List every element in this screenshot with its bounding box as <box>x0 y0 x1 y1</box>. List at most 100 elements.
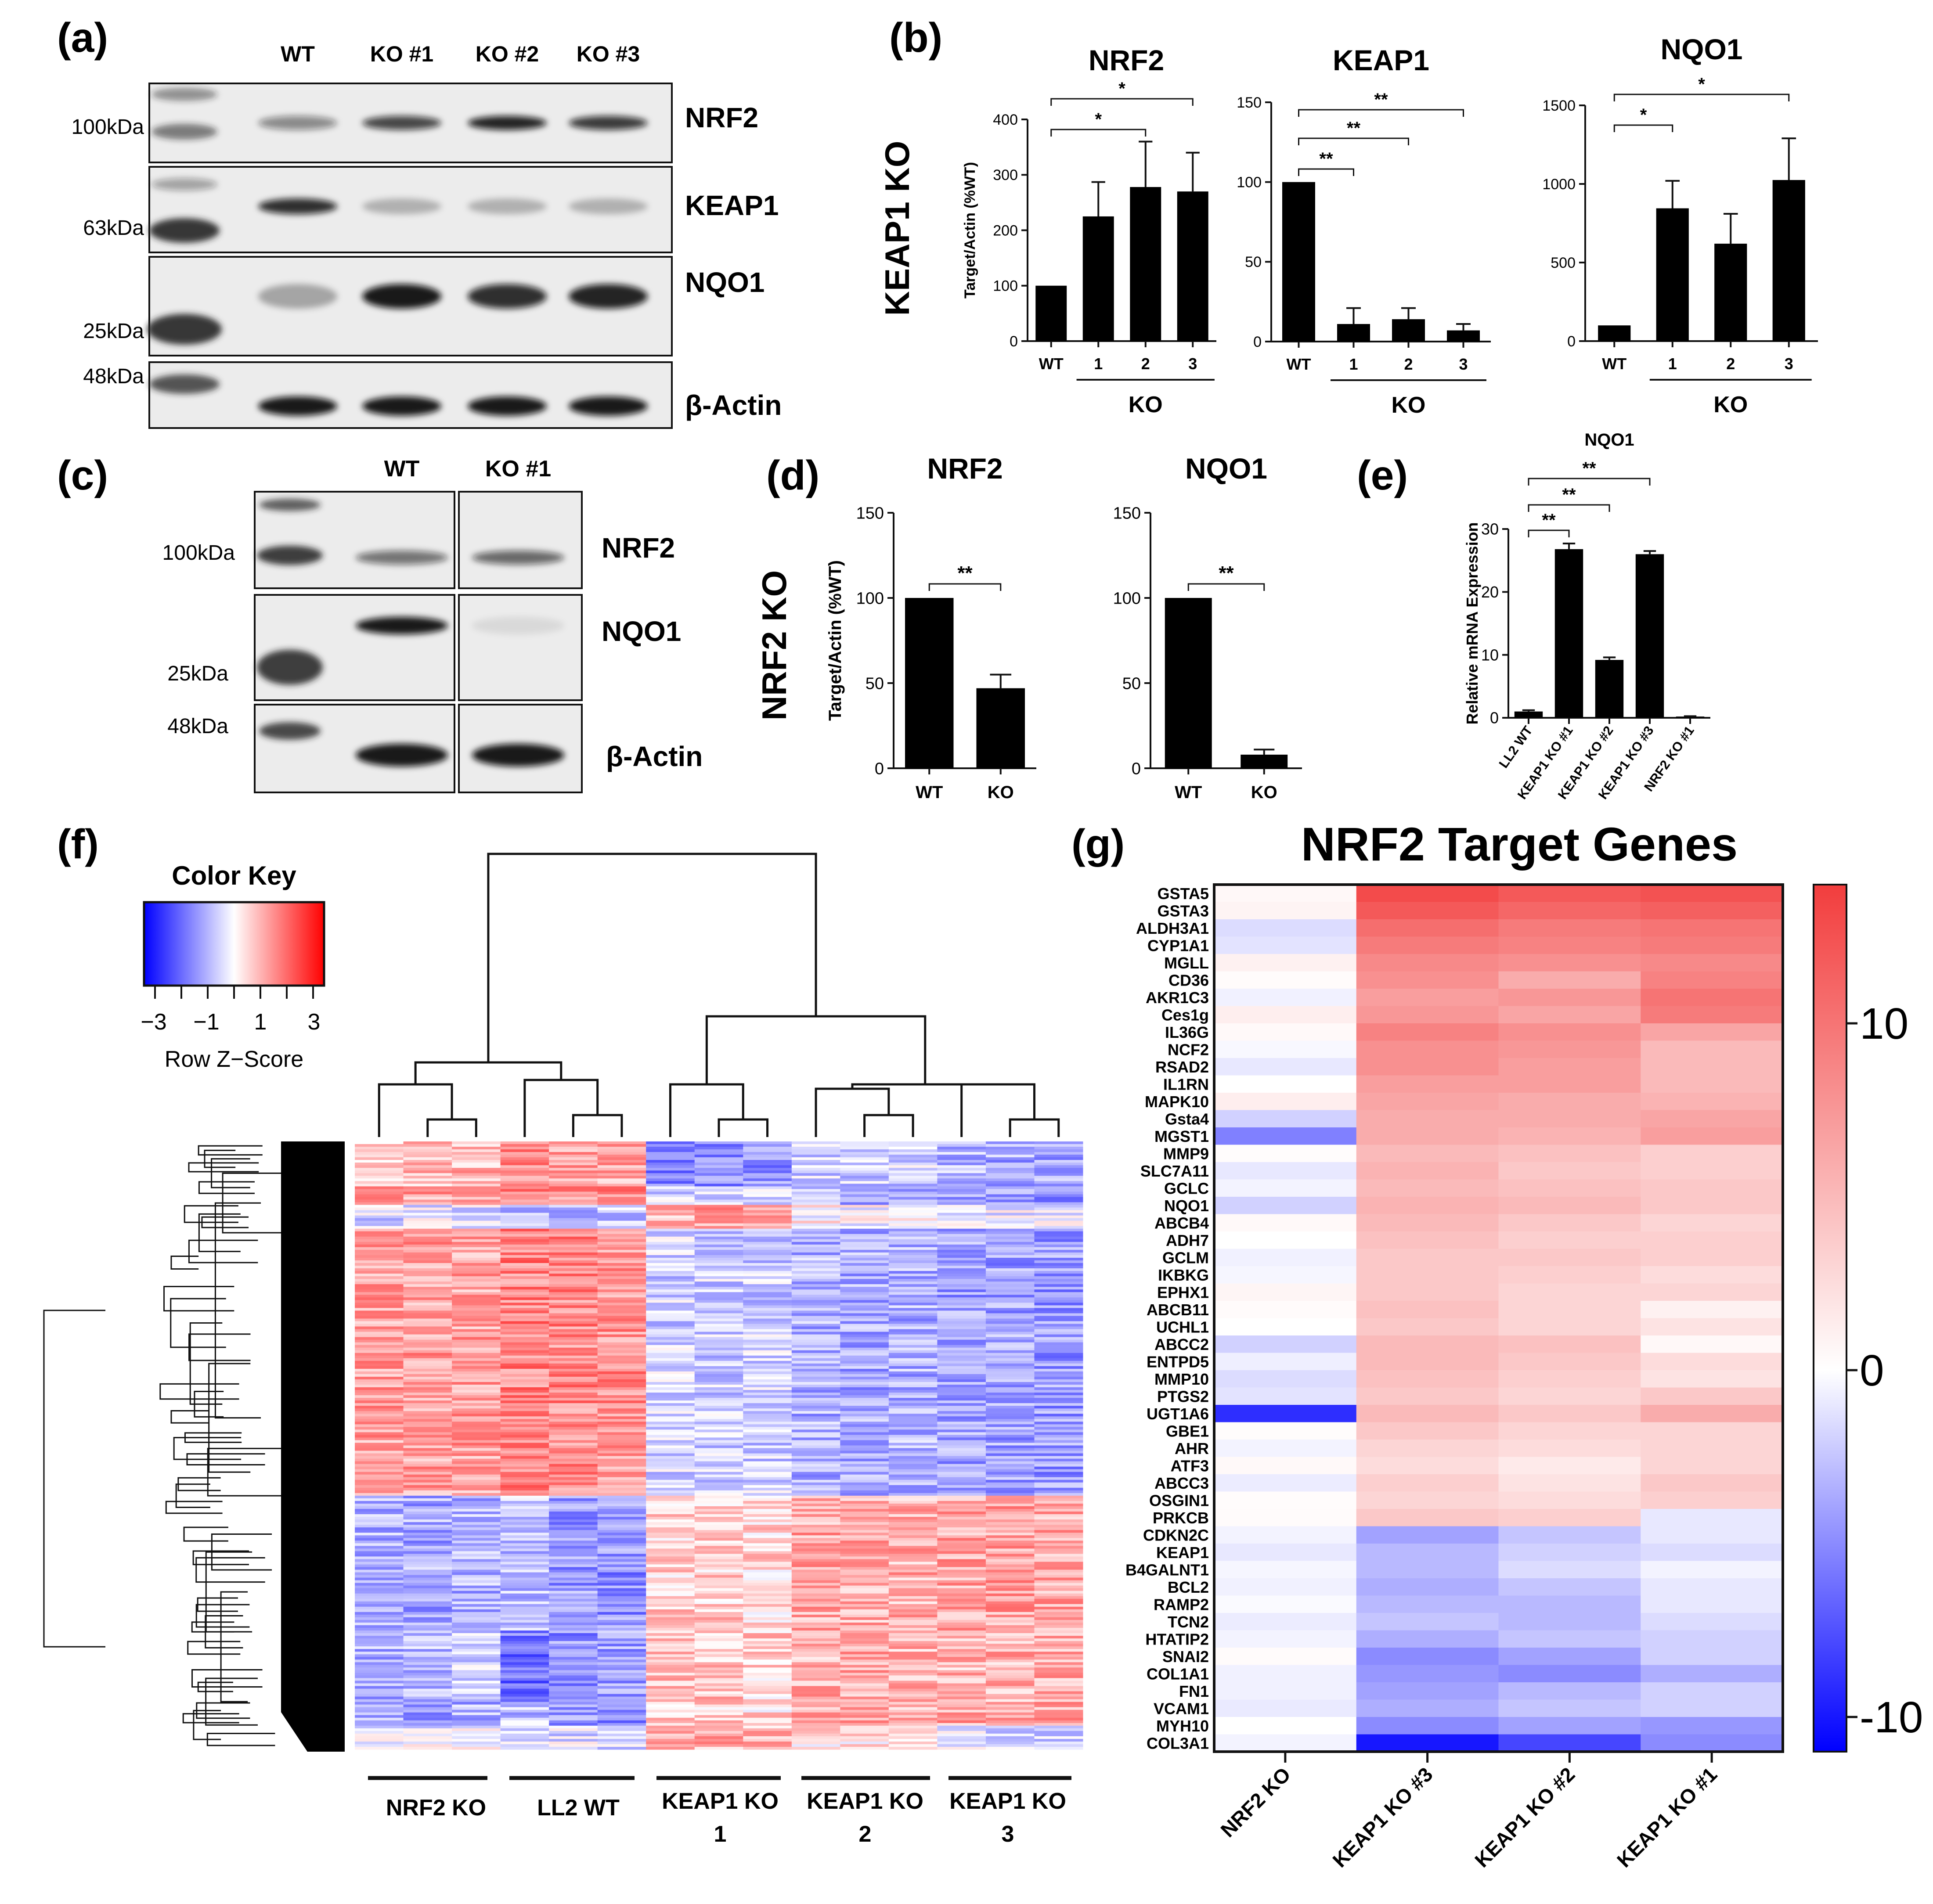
heatmap-cell <box>888 1422 938 1425</box>
heatmap-cell <box>743 1681 792 1684</box>
panel-a-tag: (a) <box>57 14 108 61</box>
heatmap-cell <box>840 1382 889 1385</box>
heatmap-cell <box>452 1482 501 1486</box>
heatmap-cell <box>840 1347 889 1351</box>
y-axis-label: Target/Actin (%WT) <box>826 560 845 721</box>
x-tick-label: WT <box>1602 355 1626 373</box>
heatmap-cell <box>985 1479 1035 1483</box>
heatmap-cell <box>500 1411 549 1414</box>
heatmap-cell <box>985 1274 1035 1277</box>
heatmap-cell <box>694 1546 743 1549</box>
heatmap-cell <box>355 1305 404 1308</box>
heatmap-cell <box>355 1292 404 1295</box>
heatmap-cell <box>840 1419 889 1422</box>
heatmap-cell <box>791 1347 840 1351</box>
heatmap-cell <box>937 1535 986 1538</box>
heatmap-cell <box>1034 1379 1083 1382</box>
heatmap-cell <box>500 1498 549 1501</box>
heatmap-cell <box>985 1649 1035 1652</box>
heatmap-cell <box>403 1234 452 1237</box>
heatmap-cell <box>985 1289 1035 1292</box>
heatmap-cell <box>1498 919 1641 937</box>
heatmap-cell <box>500 1234 549 1237</box>
heatmap-cell <box>840 1456 889 1459</box>
heatmap-cell <box>646 1236 695 1240</box>
heatmap-cell <box>937 1347 986 1351</box>
heatmap-cell <box>597 1577 646 1581</box>
x-tick-label: WT <box>1175 783 1202 802</box>
heatmap-cell <box>840 1398 889 1401</box>
heatmap-cell <box>549 1559 598 1562</box>
heatmap-cell <box>1034 1440 1083 1443</box>
heatmap-cell <box>985 1163 1035 1166</box>
heatmap-cell <box>743 1490 792 1494</box>
heatmap-cell <box>694 1144 743 1147</box>
heatmap-cell <box>452 1347 501 1351</box>
heatmap-cell <box>1214 1162 1357 1180</box>
heatmap-cell <box>694 1398 743 1401</box>
heatmap-cell <box>791 1617 840 1620</box>
panel-b-row-label: KEAP1 KO <box>878 141 916 316</box>
heatmap-cell <box>791 1575 840 1578</box>
heatmap-cell <box>1034 1337 1083 1340</box>
heatmap-cell <box>1034 1279 1083 1282</box>
heatmap-cell <box>403 1694 452 1697</box>
heatmap-cell <box>888 1197 938 1200</box>
heatmap-cell <box>452 1493 501 1496</box>
heatmap-cell <box>743 1289 792 1292</box>
heatmap-cell <box>743 1395 792 1398</box>
heatmap-cell <box>646 1321 695 1324</box>
heatmap-cell <box>840 1712 889 1716</box>
dendrogram-branch <box>184 1205 238 1223</box>
y-tick-label: 400 <box>993 112 1018 128</box>
heatmap-cell <box>791 1596 840 1599</box>
heatmap-cell <box>549 1199 598 1202</box>
heatmap-cell <box>985 1213 1035 1216</box>
heatmap-cell <box>452 1641 501 1644</box>
heatmap-cell <box>937 1575 986 1578</box>
heatmap-cell <box>937 1205 986 1208</box>
heatmap-cell <box>1498 1179 1641 1197</box>
heatmap-cell <box>1034 1395 1083 1398</box>
heatmap-cell <box>743 1353 792 1356</box>
chart-title: NQO1 <box>1584 430 1634 450</box>
heatmap-cell <box>646 1173 695 1176</box>
heatmap-cell <box>355 1707 404 1710</box>
heatmap-cell <box>403 1466 452 1470</box>
significance-star: ** <box>1562 485 1576 504</box>
heatmap-cell <box>597 1450 646 1454</box>
heatmap-cell <box>888 1347 938 1351</box>
heatmap-cell <box>937 1345 986 1348</box>
heatmap-cell <box>452 1287 501 1290</box>
heatmap-cell <box>694 1723 743 1726</box>
heatmap-cell <box>694 1620 743 1623</box>
heatmap-cell <box>549 1588 598 1591</box>
heatmap-cell <box>646 1620 695 1623</box>
heatmap-cell <box>791 1443 840 1446</box>
heatmap-cell <box>500 1300 549 1303</box>
heatmap-cell <box>791 1694 840 1697</box>
heatmap-cell <box>403 1540 452 1544</box>
heatmap-cell <box>694 1593 743 1597</box>
heatmap-cell <box>1034 1289 1083 1292</box>
heatmap-cell <box>549 1342 598 1346</box>
heatmap-cell <box>646 1540 695 1544</box>
heatmap-cell <box>840 1202 889 1206</box>
heatmap-cell <box>597 1350 646 1353</box>
heatmap-cell <box>452 1186 501 1189</box>
heatmap-cell <box>355 1482 404 1486</box>
heatmap-cell <box>937 1242 986 1245</box>
heatmap-cell <box>549 1548 598 1551</box>
bar <box>1635 554 1664 718</box>
heatmap-cell <box>646 1646 695 1649</box>
heatmap-cell <box>452 1675 501 1678</box>
heatmap-cell <box>791 1533 840 1536</box>
heatmap-cell <box>840 1160 889 1163</box>
heatmap-cell <box>1356 1682 1499 1700</box>
heatmap-cell <box>355 1533 404 1536</box>
heatmap-cell <box>355 1450 404 1454</box>
heatmap-cell <box>452 1628 501 1631</box>
heatmap-cell <box>549 1303 598 1306</box>
heatmap-cell <box>646 1746 695 1750</box>
heatmap-cell <box>1214 1335 1357 1353</box>
